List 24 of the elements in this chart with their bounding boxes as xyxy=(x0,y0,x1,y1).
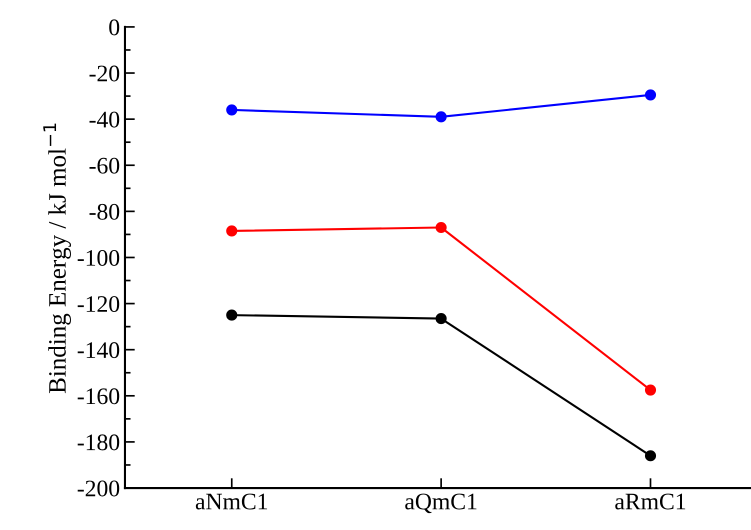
x-tick-label: aQmC1 xyxy=(405,494,476,514)
y-tick-label: -20 xyxy=(90,66,120,82)
x-tick-label: aNmC1 xyxy=(196,494,268,510)
y-tick-label: -100 xyxy=(78,250,120,266)
y-tick-label: -200 xyxy=(78,480,120,496)
point xyxy=(226,225,238,237)
y-tick-label: -60 xyxy=(90,158,120,174)
point xyxy=(436,111,447,122)
point xyxy=(226,310,238,321)
y-tick-label: -180 xyxy=(78,434,120,450)
point xyxy=(436,222,447,234)
y-tick-label: 0 xyxy=(109,19,120,36)
point xyxy=(436,313,447,324)
x-tick-label: aRmC1 xyxy=(615,494,686,510)
y-tick-label: -140 xyxy=(78,342,120,358)
y-tick-label: -120 xyxy=(78,296,120,312)
point xyxy=(644,89,656,100)
point xyxy=(226,104,238,116)
y-tick-label: -160 xyxy=(78,388,120,404)
y-tick-label: -40 xyxy=(90,112,120,128)
point xyxy=(644,450,656,462)
y-tick-label: -80 xyxy=(90,204,120,220)
y-axis-title: Binding Energy / kJ mol$^{−1}$ xyxy=(43,124,71,394)
point xyxy=(644,384,656,396)
